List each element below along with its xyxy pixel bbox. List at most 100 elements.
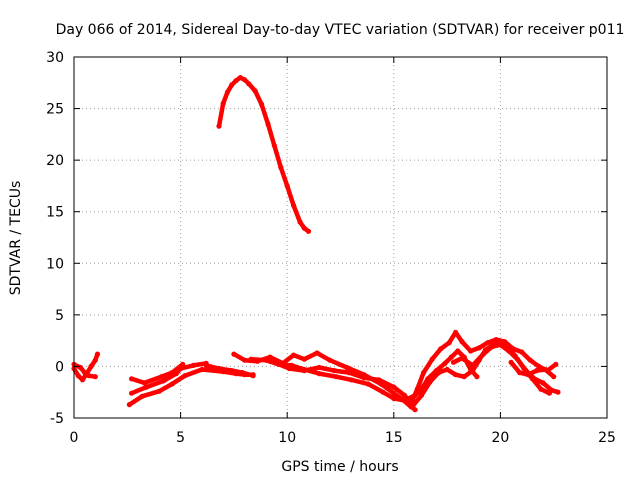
y-tick-label: 25: [46, 102, 64, 118]
data-point: [316, 364, 322, 371]
data-point: [346, 370, 352, 376]
data-point: [540, 380, 546, 386]
data-point: [158, 374, 164, 380]
data-point: [508, 359, 514, 365]
y-tick-label: 15: [46, 205, 64, 221]
data-point: [421, 370, 427, 376]
data-point: [297, 219, 303, 225]
data-point: [82, 370, 88, 376]
data-point: [180, 361, 186, 367]
data-point: [525, 372, 531, 378]
data-point: [92, 357, 98, 363]
data-point: [156, 388, 162, 394]
data-point: [143, 384, 150, 390]
data-point: [514, 356, 521, 362]
data-point: [86, 373, 92, 379]
data-point: [391, 395, 397, 401]
data-point: [224, 89, 231, 95]
data-point: [459, 339, 465, 345]
data-point: [301, 368, 307, 374]
data-point: [305, 228, 312, 234]
data-point: [476, 345, 482, 351]
data-point: [139, 393, 145, 399]
data-point: [376, 377, 382, 383]
data-point: [538, 386, 544, 392]
data-point: [410, 403, 416, 409]
data-point: [231, 351, 237, 357]
data-point: [242, 357, 248, 363]
data-point: [79, 377, 86, 383]
data-point: [446, 340, 452, 346]
data-point: [480, 351, 486, 357]
data-point: [442, 360, 448, 366]
grid-lines: [74, 57, 607, 418]
data-point: [169, 370, 175, 376]
data-point: [427, 379, 433, 385]
data-point: [237, 75, 243, 81]
data-point: [453, 372, 459, 378]
data-point: [301, 356, 307, 362]
data-point: [497, 342, 503, 348]
data-point: [88, 363, 94, 369]
data-point: [233, 78, 239, 84]
data-point: [333, 374, 339, 380]
data-point: [551, 374, 557, 380]
data-point: [239, 370, 245, 376]
data-point: [220, 100, 226, 106]
data-point: [401, 392, 408, 398]
data-point: [242, 77, 248, 83]
data-point: [216, 123, 222, 129]
data-point: [453, 329, 459, 335]
data-point: [444, 366, 450, 373]
y-axis-label: SDTVAR / TECUs: [8, 181, 24, 296]
data-point: [129, 390, 135, 396]
data-point: [412, 407, 418, 413]
data-point: [229, 368, 235, 374]
data-point: [291, 202, 297, 209]
data-point: [380, 389, 386, 395]
data-point: [216, 365, 222, 372]
data-point: [267, 354, 273, 360]
data-point: [365, 381, 371, 387]
y-tick-label: -5: [50, 411, 64, 427]
data-point: [549, 387, 555, 393]
data-point: [316, 371, 322, 377]
x-tick-label: 25: [598, 430, 616, 446]
data-point: [414, 386, 420, 392]
data-point: [361, 375, 367, 381]
data-point: [448, 354, 454, 360]
y-tick-label: 30: [46, 50, 64, 66]
data-point: [229, 82, 235, 88]
axis-ticks: 0 5 10 15 20 25 -5 0 5 10 15 20 25 30: [46, 50, 616, 446]
data-point: [141, 380, 147, 386]
data-point: [468, 348, 474, 354]
data-point: [391, 390, 397, 396]
x-axis-label: GPS time / hours: [281, 459, 398, 475]
data-point: [455, 348, 461, 354]
data-point: [203, 362, 209, 368]
data-point: [391, 384, 397, 390]
series-line-arc-2b: [129, 361, 209, 396]
chart-title: Day 066 of 2014, Sidereal Day-to-day VTE…: [56, 22, 625, 38]
data-point: [531, 376, 538, 382]
data-point: [190, 362, 196, 368]
x-tick-label: 5: [176, 430, 185, 446]
y-tick-label: 20: [46, 153, 64, 169]
data-point: [77, 364, 83, 371]
data-point: [259, 101, 265, 107]
data-point: [461, 374, 467, 380]
y-tick-label: 10: [46, 256, 64, 272]
data-point: [314, 350, 320, 356]
data-point: [291, 352, 297, 358]
data-point: [418, 392, 425, 398]
data-point: [246, 81, 252, 87]
data-point: [506, 348, 512, 354]
data-point: [470, 368, 476, 374]
x-tick-label: 15: [385, 430, 403, 446]
data-point: [527, 357, 533, 363]
data-point: [534, 368, 540, 374]
data-point: [555, 389, 561, 395]
data-point: [199, 366, 205, 373]
data-point: [301, 225, 307, 231]
data-point: [331, 368, 337, 374]
